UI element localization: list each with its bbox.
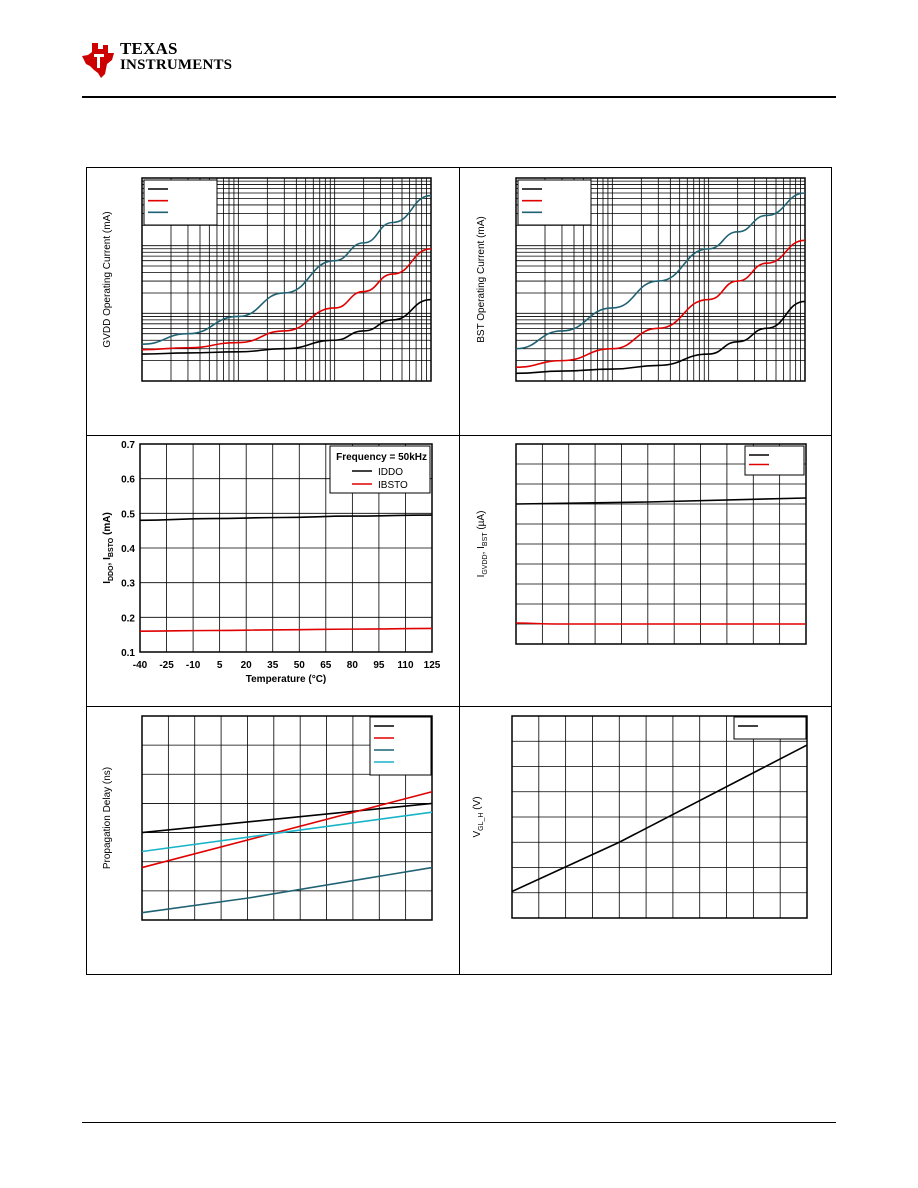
legend-label: IDDO (378, 467, 403, 478)
grid-lines (512, 716, 807, 918)
series-line-2 (141, 790, 433, 869)
legend (744, 445, 805, 476)
y-axis-label-subscript: BST (482, 532, 489, 546)
logo-wordmark: TEXAS INSTRUMENTS (120, 40, 232, 73)
y-axis-label-part: (V) (472, 796, 483, 812)
x-tick-label: 95 (373, 660, 385, 671)
y-axis-label-part: GVDD Operating Current (mA) (102, 211, 113, 347)
y-axis-label-part: I (102, 581, 113, 584)
ti-logo-icon (82, 43, 114, 78)
legend-title: Frequency = 50kHz (336, 452, 427, 463)
y-tick-label: 0.3 (121, 579, 135, 590)
legend (143, 179, 218, 226)
plot-frame (515, 177, 806, 382)
x-tick-label: 80 (347, 660, 359, 671)
y-axis-label: IGVDD, IBST (µA) (476, 511, 489, 578)
x-tick-label: -25 (159, 660, 174, 671)
x-tick-label: -40 (133, 660, 148, 671)
chart-propagation-delay: Propagation Delay (ns) (102, 715, 433, 921)
y-axis-label-part: BST Operating Current (mA) (476, 216, 487, 343)
y-axis-label-subscript: DDO (108, 565, 115, 581)
series-line-2 (515, 622, 806, 625)
y-axis-label: BST Operating Current (mA) (476, 216, 487, 343)
x-tick-label: 20 (241, 660, 253, 671)
series-line-1 (515, 497, 807, 505)
plot-frame (511, 715, 808, 919)
y-tick-label: 0.2 (121, 613, 135, 624)
series-line-2 (141, 247, 432, 351)
y-axis-label: GVDD Operating Current (mA) (102, 211, 113, 347)
plot-frame (141, 177, 432, 382)
legend (517, 179, 592, 226)
y-tick-label: 0.7 (121, 440, 135, 451)
row-divider-1 (87, 435, 831, 436)
legend-box (329, 445, 431, 494)
plot-frame (139, 443, 433, 653)
logo-text-line2: INSTRUMENTS (120, 57, 233, 73)
y-axis-label-part: I (476, 575, 487, 578)
x-axis-label: Temperature (°C) (246, 674, 327, 685)
series-line-3 (141, 866, 433, 914)
y-tick-label: 0.1 (121, 648, 135, 659)
y-axis-label-part: , I (476, 546, 487, 554)
y-axis-label: IDDO, IBSTO (mA) (102, 512, 115, 584)
header-rule (82, 96, 836, 98)
series-line-3 (515, 192, 806, 350)
chart-vgl-h: VGL_H (V) (472, 715, 808, 919)
logo-text-line1: TEXAS (120, 39, 178, 58)
legend-box (143, 179, 218, 226)
legend-box (733, 716, 807, 740)
chart-bst-operating-current: BST Operating Current (mA) (476, 177, 806, 382)
series-line-4 (141, 811, 433, 853)
x-tick-label: 35 (267, 660, 279, 671)
legend-box (517, 179, 592, 226)
y-axis-label: Propagation Delay (ns) (102, 767, 113, 869)
x-tick-label: 5 (217, 660, 223, 671)
chart-gvdd-bst-quiescent: IGVDD, IBST (µA) (476, 443, 807, 645)
series-line-1 (511, 744, 808, 893)
column-divider (459, 168, 460, 974)
y-axis-label-subscript: GVDD (482, 554, 489, 574)
y-axis-label-part: V (472, 831, 483, 838)
series-line-2 (139, 627, 433, 632)
chart-gvdd-operating-current: GVDD Operating Current (mA) (102, 177, 432, 382)
series-line-3 (141, 194, 432, 345)
series-line-1 (141, 802, 433, 834)
x-tick-label: 65 (320, 660, 332, 671)
row-divider-2 (87, 706, 831, 707)
footer-rule (82, 1122, 836, 1123)
legend-label: IBSTO (378, 480, 408, 491)
y-axis-label-part: (µA) (476, 511, 487, 533)
y-tick-label: 0.5 (121, 509, 135, 520)
series-line-1 (141, 298, 432, 355)
y-axis-label-part: (mA) (102, 512, 113, 538)
legend (369, 716, 432, 776)
x-tick-label: 125 (424, 660, 441, 671)
y-tick-label: 0.4 (121, 544, 135, 555)
series-line-2 (515, 239, 806, 368)
y-axis-label: VGL_H (V) (472, 796, 485, 837)
y-axis-label-subscript: GL_H (478, 813, 485, 831)
x-tick-label: 110 (397, 660, 414, 671)
plot-frame (141, 715, 433, 921)
figure-grid (86, 167, 832, 975)
x-tick-label: -10 (186, 660, 201, 671)
y-axis-label-part: Propagation Delay (ns) (102, 767, 113, 869)
y-axis-label-subscript: BSTO (108, 537, 115, 557)
x-tick-label: 50 (294, 660, 306, 671)
plot-frame (515, 443, 807, 645)
series-line-1 (139, 514, 433, 522)
y-axis-label-part: , I (102, 557, 113, 566)
legend: Frequency = 50kHz IDDO IBSTO (329, 445, 431, 494)
y-tick-label: 0.6 (121, 475, 135, 486)
ti-logo: TEXAS INSTRUMENTS (80, 40, 232, 82)
legend (733, 716, 807, 740)
series-line-1 (515, 300, 806, 375)
legend-box (744, 445, 805, 476)
